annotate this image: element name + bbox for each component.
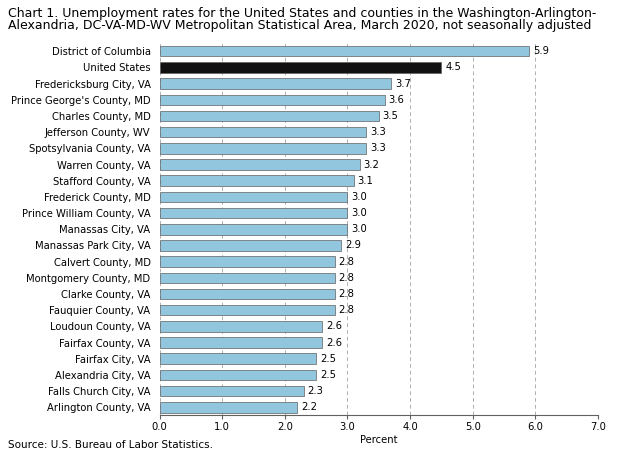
Bar <box>160 111 379 121</box>
Text: Alexandria, DC-VA-MD-WV Metropolitan Statistical Area, March 2020, not seasonall: Alexandria, DC-VA-MD-WV Metropolitan Sta… <box>8 19 591 32</box>
Bar <box>160 62 441 73</box>
X-axis label: Percent: Percent <box>360 435 398 445</box>
Bar <box>160 321 322 331</box>
Bar <box>160 257 335 267</box>
Bar <box>160 46 529 56</box>
Text: 3.5: 3.5 <box>382 111 398 121</box>
Bar <box>160 240 341 251</box>
Bar <box>160 94 385 105</box>
Bar <box>160 224 347 235</box>
Bar <box>160 159 360 170</box>
Text: 2.9: 2.9 <box>345 241 361 251</box>
Text: 3.0: 3.0 <box>351 224 367 234</box>
Text: 5.9: 5.9 <box>533 46 549 56</box>
Text: 4.5: 4.5 <box>445 62 461 72</box>
Bar <box>160 305 335 316</box>
Bar <box>160 79 391 89</box>
Text: 3.7: 3.7 <box>395 79 411 89</box>
Text: 2.8: 2.8 <box>339 273 354 283</box>
Text: 2.6: 2.6 <box>326 321 342 331</box>
Text: 3.0: 3.0 <box>351 192 367 202</box>
Bar <box>160 143 366 153</box>
Text: 2.8: 2.8 <box>339 289 354 299</box>
Bar <box>160 272 335 283</box>
Text: Source: U.S. Bureau of Labor Statistics.: Source: U.S. Bureau of Labor Statistics. <box>8 440 212 450</box>
Bar <box>160 208 347 218</box>
Text: 3.3: 3.3 <box>370 143 386 153</box>
Text: 2.8: 2.8 <box>339 257 354 266</box>
Text: 3.1: 3.1 <box>357 176 373 186</box>
Text: 2.5: 2.5 <box>320 354 336 364</box>
Text: 2.5: 2.5 <box>320 370 336 380</box>
Bar <box>160 175 354 186</box>
Bar <box>160 386 304 396</box>
Bar <box>160 337 322 348</box>
Text: Chart 1. Unemployment rates for the United States and counties in the Washington: Chart 1. Unemployment rates for the Unit… <box>8 7 596 20</box>
Text: 3.3: 3.3 <box>370 127 386 137</box>
Bar <box>160 289 335 299</box>
Text: 3.0: 3.0 <box>351 208 367 218</box>
Text: 2.3: 2.3 <box>307 386 323 396</box>
Text: 3.6: 3.6 <box>389 95 404 105</box>
Text: 2.8: 2.8 <box>339 305 354 315</box>
Bar <box>160 402 297 413</box>
Text: 2.6: 2.6 <box>326 338 342 348</box>
Bar <box>160 354 316 364</box>
Text: 2.2: 2.2 <box>301 402 317 412</box>
Bar <box>160 192 347 202</box>
Bar <box>160 370 316 380</box>
Bar <box>160 127 366 138</box>
Text: 3.2: 3.2 <box>364 159 379 169</box>
